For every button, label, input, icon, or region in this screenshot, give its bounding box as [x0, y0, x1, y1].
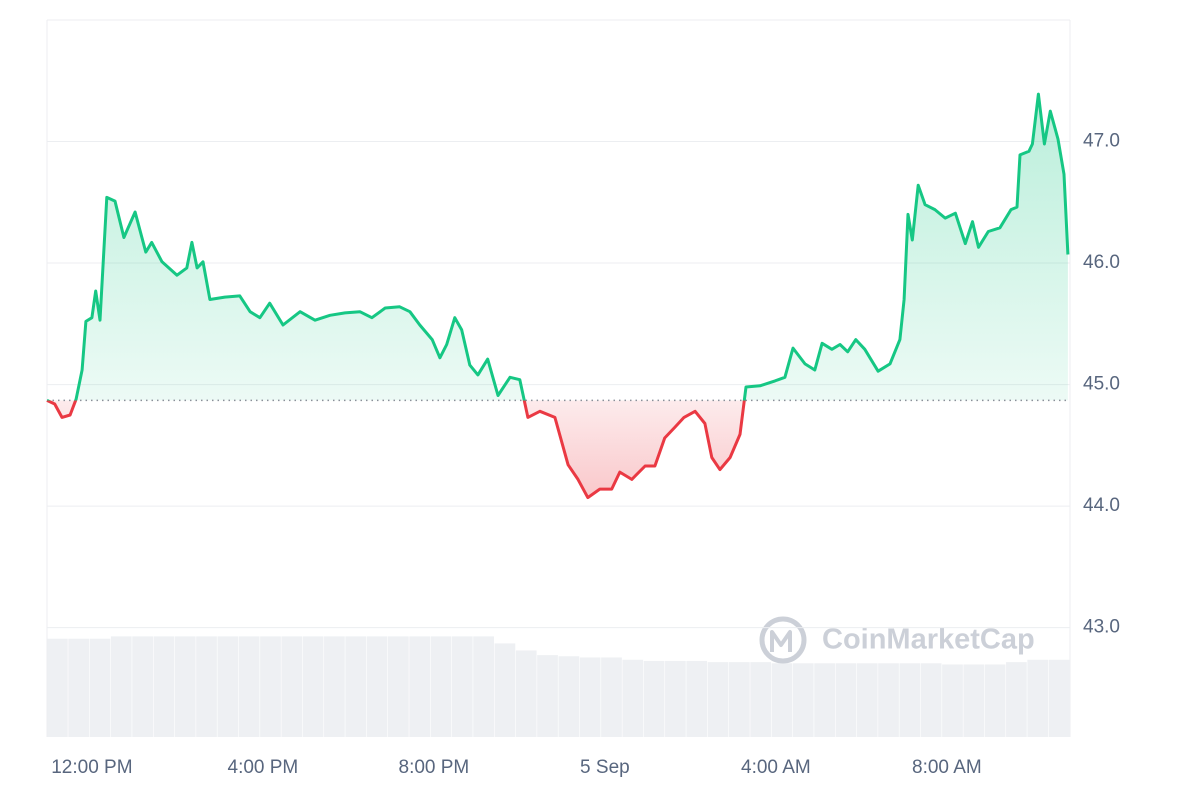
price-area — [47, 94, 1068, 498]
volume-bar — [643, 660, 665, 737]
volume-bar — [324, 636, 345, 737]
volume-bar — [942, 664, 963, 737]
volume-bar — [878, 663, 899, 737]
volume-bar — [984, 664, 1006, 737]
volume-bar — [665, 660, 686, 737]
volume-bar — [196, 636, 217, 737]
volume-bar — [89, 638, 111, 737]
volume-bar — [792, 663, 814, 737]
volume-bar — [1006, 662, 1027, 737]
volume-bar — [558, 656, 580, 737]
x-tick-label: 12:00 PM — [51, 757, 132, 778]
volume-bar — [814, 663, 835, 737]
y-tick-label: 46.0 — [1083, 252, 1120, 273]
watermark: CoinMarketCap — [759, 616, 1035, 664]
watermark-logo — [759, 616, 807, 664]
volume-bars — [47, 636, 1070, 737]
y-tick-label: 47.0 — [1083, 131, 1120, 152]
volume-bar — [281, 636, 303, 737]
volume-bar — [1027, 659, 1049, 737]
volume-bar — [750, 662, 772, 737]
volume-bar — [920, 663, 942, 737]
x-tick-label: 8:00 AM — [912, 757, 982, 778]
volume-bar — [856, 663, 878, 737]
volume-bar — [473, 636, 494, 737]
volume-bar — [579, 657, 601, 737]
watermark-text: CoinMarketCap — [822, 624, 1035, 656]
x-tick-label: 8:00 PM — [399, 757, 470, 778]
price-line — [46, 92, 1070, 500]
volume-bar — [132, 636, 153, 737]
volume-bar — [217, 636, 239, 737]
volume-bar — [451, 636, 473, 737]
volume-bar — [345, 636, 367, 737]
volume-bar — [238, 636, 260, 737]
y-tick-label: 45.0 — [1083, 374, 1120, 395]
watermark-logo-mark — [770, 630, 792, 652]
volume-bar — [729, 662, 750, 737]
volume-bar — [302, 636, 324, 737]
volume-bar — [174, 636, 196, 737]
volume-bar — [388, 636, 409, 737]
volume-bar — [153, 636, 175, 737]
volume-bar — [835, 663, 857, 737]
volume-bar — [110, 636, 132, 737]
volume-bar — [622, 659, 644, 737]
volume-bar — [515, 650, 537, 737]
volume-bar — [601, 657, 622, 737]
volume-bar — [409, 636, 431, 737]
x-tick-label: 4:00 PM — [228, 757, 299, 778]
volume-bar — [68, 638, 90, 737]
volume-bar — [1048, 659, 1070, 737]
volume-bar — [771, 663, 793, 737]
x-tick-label: 4:00 AM — [741, 757, 811, 778]
volume-bar — [686, 660, 708, 737]
y-tick-label: 44.0 — [1083, 495, 1120, 516]
volume-bar — [494, 643, 516, 737]
volume-bar — [963, 664, 985, 737]
y-tick-label: 43.0 — [1083, 617, 1120, 638]
volume-bar — [260, 636, 281, 737]
volume-bar — [47, 638, 68, 737]
volume-bar — [430, 636, 452, 737]
volume-bar — [899, 663, 921, 737]
volume-bar — [707, 662, 729, 737]
volume-bar — [366, 636, 388, 737]
x-tick-label: 5 Sep — [580, 757, 630, 778]
volume-bar — [537, 655, 558, 737]
